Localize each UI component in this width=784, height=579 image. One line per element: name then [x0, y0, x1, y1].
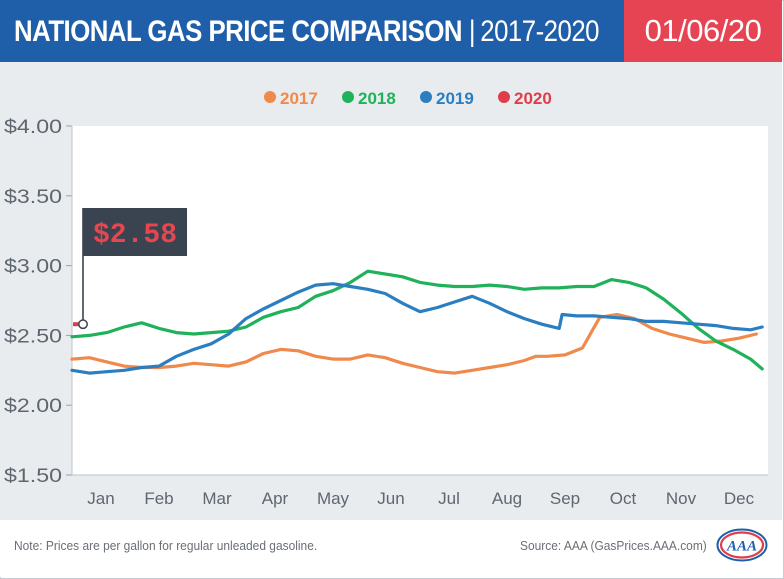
legend-label-2019: 2019 — [436, 89, 474, 108]
y-axis: $1.50 $2.00 $2.50 $3.00 $3.50 $4.00 — [4, 117, 72, 487]
date-label: 01/06/20 — [644, 13, 762, 48]
legend-swatch-2020 — [498, 91, 510, 103]
line-chart: 2017 2018 2019 2020 $1.50 $2.00 $2.50 $3.00 $3.… — [4, 89, 768, 508]
source-credit: Source: AAA (GasPrices.AAA.com) — [520, 538, 707, 553]
x-tick-label: Sep — [550, 489, 580, 508]
y-tick-label: $4.00 — [4, 117, 62, 138]
x-tick-label: Jun — [377, 489, 404, 508]
y-tick-label: $3.50 — [4, 187, 62, 208]
footnote: Note: Prices are per gallon for regular … — [14, 538, 318, 553]
y-tick-label: $3.00 — [4, 257, 62, 278]
y-tick-label: $2.50 — [4, 326, 62, 347]
series-line-2019 — [70, 282, 764, 375]
price-marker-dot — [78, 319, 88, 330]
logo-text: AAA — [726, 539, 757, 555]
y-tick-label: $1.50 — [4, 466, 62, 487]
footer — [0, 520, 782, 577]
chart-title: NATIONAL GAS PRICE COMPARISON | 2017-2020 — [14, 12, 600, 52]
title-separator: | — [468, 15, 476, 48]
legend-swatch-2017 — [264, 91, 276, 103]
x-tick-label: Dec — [724, 489, 755, 508]
x-tick-label: Nov — [666, 489, 697, 508]
title-year-range: 2017-2020 — [480, 15, 600, 48]
price-flag-icon — [83, 208, 187, 256]
x-axis: Jan Feb Mar Apr May Jun Jul Aug Sep Oct Nov Dec — [87, 489, 754, 508]
y-tick-label: $2.00 — [4, 396, 62, 417]
legend: 2017 2018 2019 2020 — [264, 89, 552, 108]
title-main: NATIONAL GAS PRICE COMPARISON — [14, 15, 463, 48]
plot-face — [72, 126, 768, 475]
x-tick-label: May — [317, 489, 350, 508]
aaa-logo-icon: AAA — [716, 528, 768, 562]
date-badge: 01/06/20 — [624, 0, 782, 62]
legend-label-2017: 2017 — [280, 89, 318, 108]
x-tick-label: Mar — [202, 489, 232, 508]
legend-swatch-2018 — [342, 91, 354, 103]
x-tick-label: Jan — [87, 489, 114, 508]
x-tick-label: Feb — [144, 489, 173, 508]
callout-value: $2.58 — [93, 220, 177, 251]
x-tick-label: Jul — [438, 489, 460, 508]
legend-label-2018: 2018 — [358, 89, 396, 108]
legend-swatch-2019 — [420, 91, 432, 103]
x-tick-label: Apr — [262, 489, 289, 508]
price-callout: $2.58 — [78, 208, 187, 330]
legend-label-2020: 2020 — [514, 89, 552, 108]
series-lines — [70, 269, 764, 375]
x-tick-label: Oct — [610, 489, 637, 508]
plot-area — [71, 126, 768, 476]
x-tick-label: Aug — [492, 489, 522, 508]
series-line-2018 — [70, 269, 764, 371]
